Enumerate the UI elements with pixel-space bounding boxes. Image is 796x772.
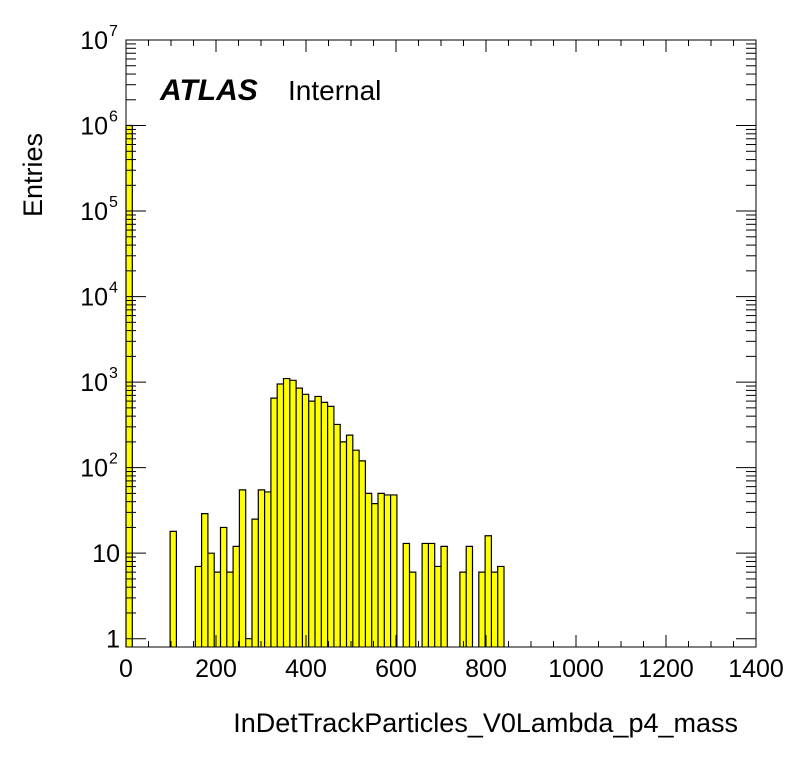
histogram-bar — [308, 401, 315, 647]
histogram-bar — [333, 424, 341, 647]
histogram-bar — [315, 396, 322, 647]
x-tick-label: 800 — [465, 655, 507, 683]
histogram-outline — [125, 124, 505, 647]
y-tick-label: 10 — [92, 540, 120, 568]
y-tick-label: 10 — [80, 27, 108, 55]
histogram-bar — [327, 406, 334, 647]
histogram-bar — [434, 566, 441, 647]
x-tick-label: 1200 — [638, 655, 694, 683]
atlas-label: ATLAS — [159, 74, 258, 107]
histogram-bar — [270, 398, 278, 647]
y-tick-exponent: 6 — [109, 109, 118, 126]
histogram-bar — [346, 435, 353, 647]
y-tick-label: 10 — [80, 284, 108, 312]
histogram-bar — [352, 450, 360, 647]
x-tick-label: 1000 — [548, 655, 604, 683]
x-axis-title: InDetTrackParticles_V0Lambda_p4_mass — [233, 708, 738, 738]
y-tick-exponent: 2 — [109, 451, 118, 468]
histogram-bar — [478, 572, 486, 647]
histogram-bar — [441, 546, 448, 647]
x-tick-label: 200 — [195, 655, 237, 683]
histogram-bar — [485, 535, 492, 647]
histogram-bar — [170, 531, 177, 647]
histogram-bar — [283, 378, 290, 647]
histogram-bar — [466, 546, 473, 647]
histogram-bar — [409, 572, 416, 647]
histogram-bar — [277, 384, 284, 647]
histogram-bar — [491, 572, 498, 647]
histogram-bar — [239, 489, 246, 647]
histogram-bar — [403, 543, 410, 647]
histogram-bar — [264, 491, 271, 647]
y-axis-title: Entries — [18, 133, 48, 217]
histogram-bar — [422, 543, 429, 647]
histogram-bar — [296, 388, 303, 647]
histogram-bar — [378, 493, 385, 647]
histogram-bar — [365, 493, 372, 647]
y-tick-label: 10 — [80, 113, 108, 141]
y-tick-exponent: 4 — [109, 280, 118, 297]
histogram-bars — [125, 124, 505, 648]
y-tick-label: 10 — [80, 369, 108, 397]
x-tick-label: 400 — [285, 655, 327, 683]
histogram-bar — [497, 566, 504, 647]
histogram-bar — [195, 566, 202, 647]
histogram-bar — [226, 572, 234, 647]
histogram-bar — [207, 553, 215, 647]
histogram-bar — [201, 513, 208, 647]
histogram-bar — [384, 494, 391, 647]
y-tick-label: 10 — [80, 198, 108, 226]
y-tick-exponent: 7 — [109, 23, 118, 40]
y-tick-label: 1 — [106, 626, 120, 654]
histogram-bar — [321, 402, 328, 647]
y-tick-exponent: 5 — [109, 194, 118, 211]
histogram-bar — [258, 489, 265, 647]
histogram-bar — [289, 380, 297, 647]
histogram-bar — [340, 441, 347, 647]
y-tick-label: 10 — [80, 455, 108, 483]
histogram-bar — [428, 543, 435, 647]
y-tick-exponent: 3 — [109, 365, 118, 382]
histogram-bar — [359, 460, 366, 647]
x-tick-label: 600 — [375, 655, 417, 683]
histogram-bar — [390, 494, 397, 647]
histogram-bar — [233, 546, 240, 647]
x-axis-ticks: 0 200 400 600 800 1000 1200 1400 — [119, 40, 784, 683]
internal-label: Internal — [288, 75, 381, 106]
histogram-bar — [220, 527, 227, 647]
histogram-bar — [302, 394, 309, 647]
histogram-bar — [214, 572, 221, 647]
histogram-bar — [371, 503, 378, 647]
x-tick-label: 0 — [119, 655, 133, 683]
histogram-bar — [245, 638, 252, 647]
histogram-bar — [252, 519, 259, 647]
histogram-bar — [459, 572, 467, 647]
x-tick-label: 1400 — [728, 655, 784, 683]
